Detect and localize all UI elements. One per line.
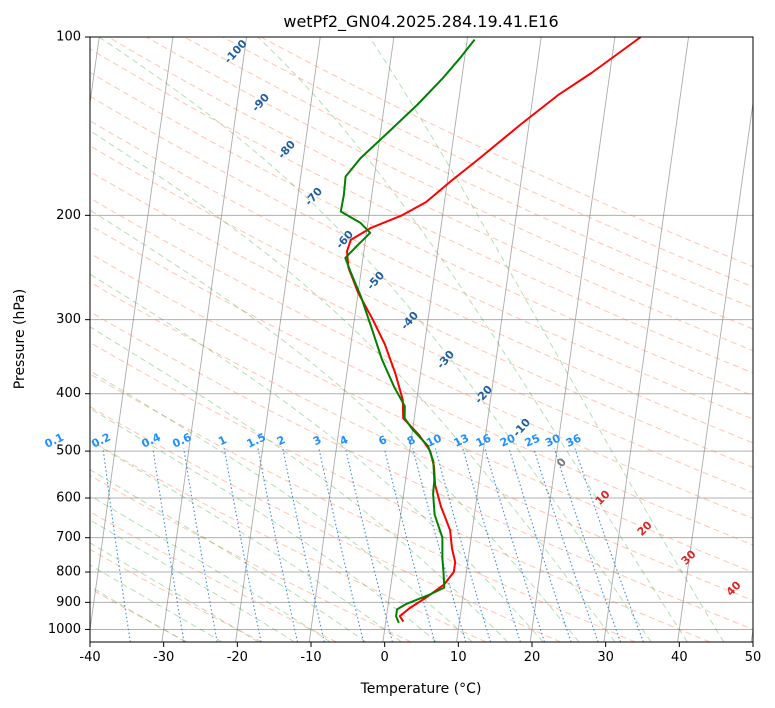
mixing-ratio-label: 16 — [474, 431, 494, 449]
isotherm-line — [529, 37, 616, 642]
mixing-ratio-line — [508, 448, 572, 642]
isotherm-line — [677, 99, 753, 642]
mixing-ratio-line — [383, 448, 436, 642]
dry-adiabat-line — [90, 252, 753, 573]
plot-frame — [89, 36, 754, 643]
x-tick-label: 40 — [671, 650, 688, 665]
isotherm-line — [161, 37, 248, 642]
isotherm-line — [382, 37, 469, 642]
isotherm-line — [456, 37, 542, 642]
y-tick-label: 900 — [56, 595, 81, 610]
mixing-ratio-line — [434, 448, 492, 642]
mixing-ratio-line — [484, 448, 546, 642]
mixing-ratio-label: 10 — [424, 431, 444, 449]
mixing-ratio-line — [462, 448, 521, 642]
mixing-ratio-label: 36 — [564, 431, 584, 449]
moist-adiabat-line — [257, 37, 688, 642]
mixing-ratio-label: 30 — [543, 431, 563, 449]
y-tick-label: 600 — [56, 491, 81, 506]
isotherm-line — [90, 37, 174, 633]
y-tick-label: 100 — [56, 30, 81, 45]
y-axis-label: Pressure (hPa) — [12, 289, 28, 389]
moist-adiabat-line — [90, 586, 186, 642]
mixing-ratio-label: 13 — [452, 432, 471, 450]
mixing-ratio-line — [412, 448, 467, 642]
moist-adiabat-line — [90, 407, 438, 642]
dry-adiabat-line — [90, 548, 263, 642]
mixing-ratio-line — [574, 448, 644, 642]
x-axis-label: Temperature (°C) — [360, 681, 482, 697]
moist-adiabat-line — [98, 37, 652, 642]
mixing-ratio-line — [257, 448, 299, 642]
temperature-line — [346, 37, 642, 623]
mixing-ratio-line — [553, 448, 622, 642]
mixing-ratio-line — [344, 448, 393, 642]
moist-adiabat-line — [90, 519, 295, 642]
mixing-ratio-label: 25 — [523, 432, 542, 450]
dry-adiabat-line — [90, 406, 561, 642]
mixing-ratio-line — [102, 448, 131, 642]
moist-adiabat-line — [90, 440, 402, 642]
dry-adiabat-line — [90, 197, 753, 519]
y-tick-label: 1000 — [48, 622, 81, 637]
dry-adiabat-line — [90, 145, 753, 468]
mixing-ratio-line — [223, 448, 262, 642]
x-tick-label: -10 — [300, 650, 321, 665]
dewpoint-line — [339, 38, 476, 624]
y-tick-label: 200 — [56, 208, 81, 223]
dry-adiabat-line — [90, 224, 753, 546]
sounding-series — [339, 37, 642, 624]
dry-adiabat-line — [107, 37, 753, 352]
dry-adiabat-line — [90, 373, 636, 642]
moist-adiabat-line — [90, 495, 331, 642]
y-tick-label: 700 — [56, 530, 81, 545]
x-tick-label: 20 — [524, 650, 541, 665]
dry-adiabat-line — [90, 511, 337, 642]
x-tick-label: 0 — [381, 650, 389, 665]
dry-adiabat-line — [90, 171, 753, 494]
x-tick-label: 30 — [597, 650, 614, 665]
dry-adiabat-line — [146, 37, 753, 330]
y-tick-label: 500 — [56, 444, 81, 459]
moist-adiabat-line — [90, 564, 223, 642]
mixing-ratio-line — [183, 448, 218, 642]
dry-adiabat-line — [90, 281, 753, 602]
x-tick-label: -40 — [79, 650, 100, 665]
y-tick-label: 400 — [56, 386, 81, 401]
pressure-gridlines — [90, 36, 753, 630]
x-tick-label: 50 — [745, 650, 762, 665]
isotherm-line — [308, 37, 395, 642]
dry-adiabat-line — [90, 341, 711, 642]
x-tick-label: 10 — [450, 650, 467, 665]
chart-title: wetPf2_GN04.2025.284.19.41.E16 — [283, 12, 558, 32]
background-lines — [90, 37, 753, 642]
moist-adiabat-line — [90, 468, 367, 642]
dry-adiabat-line — [90, 95, 753, 420]
moist-adiabat-line — [90, 326, 508, 642]
dry-adiabat-line — [90, 311, 753, 630]
isotherm-line — [603, 37, 690, 642]
mixing-ratio-line — [152, 448, 185, 642]
dry-adiabat-line — [90, 71, 753, 397]
dry-adiabat-line — [222, 37, 753, 288]
mixing-ratio-line — [533, 448, 599, 642]
y-tick-label: 300 — [56, 312, 81, 327]
moist-adiabat-line — [90, 370, 473, 642]
x-tick-label: -20 — [227, 650, 248, 665]
axis-ticks: -40 -30 -20 -10 0 10 20 30 40 50 100 200 300 400 500 60… — [48, 30, 761, 666]
mixing-ratio-line — [282, 448, 325, 642]
moist-adiabat-line — [90, 273, 544, 642]
mixing-ratio-line — [318, 448, 365, 642]
isotherm-line — [235, 37, 321, 642]
mixing-ratio-label: 20 — [498, 431, 518, 449]
y-tick-label: 800 — [56, 565, 81, 580]
x-tick-label: -30 — [153, 650, 174, 665]
moist-adiabat-line — [90, 542, 259, 642]
